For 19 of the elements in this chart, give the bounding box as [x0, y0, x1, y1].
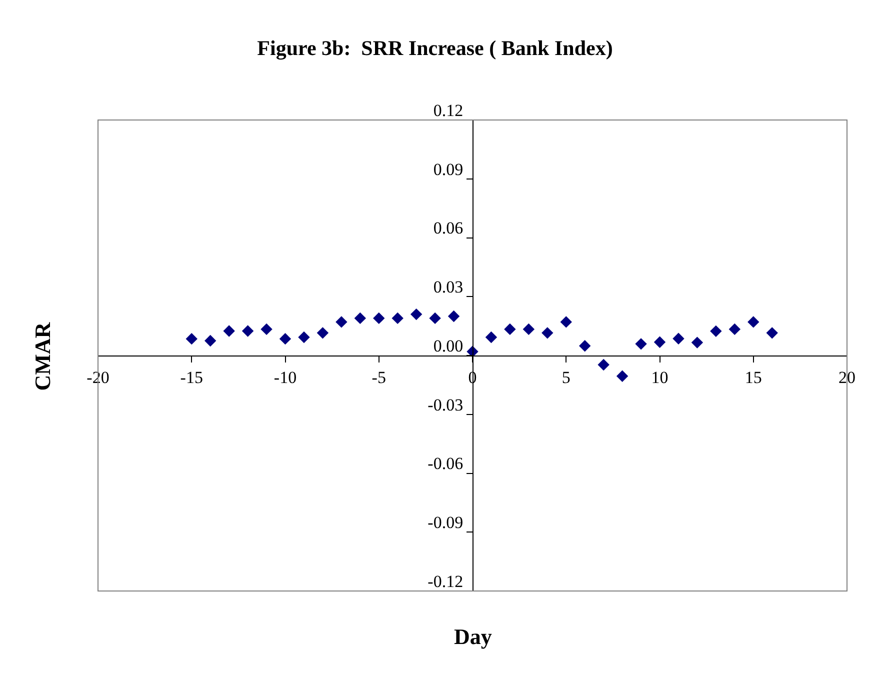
x-tick-label: -5	[372, 368, 386, 387]
y-tick-label: 0.00	[433, 336, 464, 356]
y-tick-label: -0.06	[428, 454, 464, 474]
y-tick-label: 0.06	[433, 218, 464, 238]
y-axis-title: CMAR	[30, 321, 55, 391]
x-tick-label: 15	[744, 368, 762, 387]
y-tick-label: -0.03	[428, 395, 464, 414]
x-tick-label: 10	[651, 368, 668, 387]
x-tick-label: -15	[180, 368, 203, 387]
y-tick-label: -0.09	[428, 513, 464, 532]
y-tick-label: 0.03	[433, 278, 464, 297]
y-tick-label: 0.09	[433, 160, 464, 179]
y-tick-label: 0.12	[433, 100, 464, 120]
x-axis-title: Day	[454, 624, 492, 649]
x-tick-label: 20	[838, 368, 856, 387]
x-tick-label: 5	[562, 368, 570, 387]
y-tick-label: -0.12	[428, 572, 464, 591]
x-tick-label: -10	[274, 368, 297, 387]
chart-title: Figure 3b: SRR Increase ( Bank Index)	[257, 36, 613, 60]
